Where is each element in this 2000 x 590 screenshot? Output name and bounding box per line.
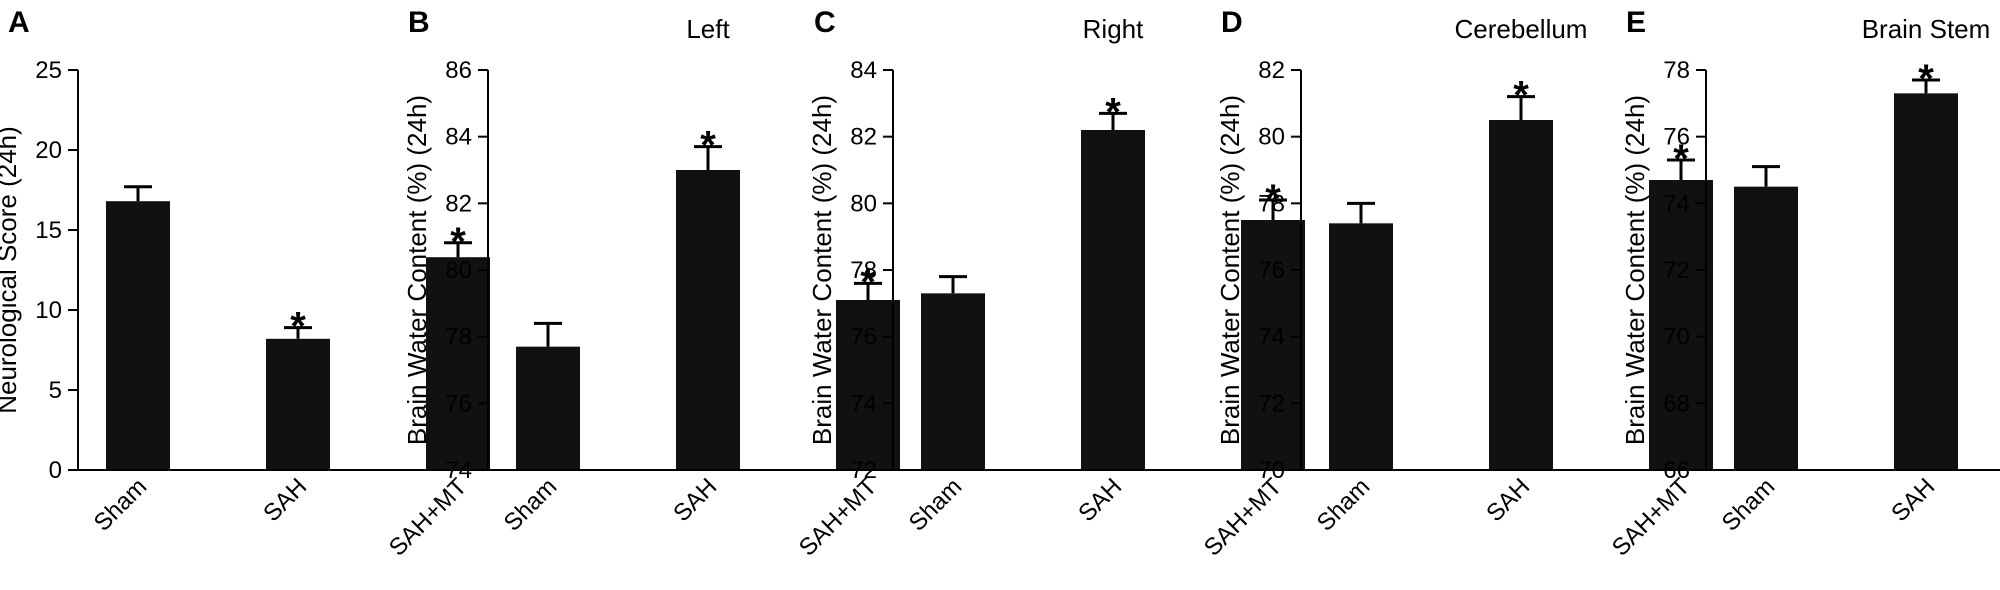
chart-title: Brain Stem bbox=[1862, 14, 1991, 44]
y-tick-label: 0 bbox=[49, 457, 62, 484]
significance-star: * bbox=[860, 260, 876, 304]
category-label: Sham bbox=[904, 473, 967, 536]
bar bbox=[1489, 120, 1553, 470]
y-tick-label: 80 bbox=[850, 190, 877, 217]
y-tick-label: 76 bbox=[850, 324, 877, 351]
y-tick-label: 66 bbox=[1663, 457, 1690, 484]
category-label: SAH bbox=[1886, 473, 1940, 527]
y-tick-label: 5 bbox=[49, 377, 62, 404]
significance-star: * bbox=[700, 124, 716, 168]
bar bbox=[1894, 93, 1958, 470]
y-tick-label: 84 bbox=[850, 57, 877, 84]
y-axis-label: Brain Water Content (%) (24h) bbox=[1620, 95, 1650, 445]
bar bbox=[1734, 186, 1798, 470]
y-tick-label: 76 bbox=[1258, 257, 1285, 284]
chart-panel-e: E Brain Stem 66 68 70 72 74 76 78 Brain Water Con… bbox=[1620, 6, 2000, 537]
category-label: SAH+MT bbox=[794, 473, 883, 562]
bar bbox=[1329, 223, 1393, 470]
significance-star: * bbox=[450, 220, 466, 264]
y-tick-label: 78 bbox=[1258, 190, 1285, 217]
y-tick-label: 25 bbox=[35, 57, 62, 84]
bar bbox=[266, 338, 330, 470]
y-tick-label: 78 bbox=[1663, 57, 1690, 84]
y-tick-label: 70 bbox=[1258, 457, 1285, 484]
significance-star: * bbox=[1105, 90, 1121, 134]
panel-letter: B bbox=[408, 6, 430, 39]
y-tick-label: 78 bbox=[445, 324, 472, 351]
y-tick-label: 80 bbox=[1258, 124, 1285, 151]
significance-star: * bbox=[1673, 137, 1689, 181]
category-label: SAH bbox=[1073, 473, 1127, 527]
significance-star: * bbox=[1918, 57, 1934, 101]
category-label: SAH+MT bbox=[1199, 473, 1288, 562]
category-label: SAH bbox=[258, 473, 312, 527]
significance-star: * bbox=[290, 305, 306, 349]
chart-panel-c: C Right 72 74 76 78 80 82 84 Brain Water Content … bbox=[807, 6, 1321, 562]
category-label: SAH bbox=[668, 473, 722, 527]
y-tick-label: 82 bbox=[850, 124, 877, 151]
y-tick-label: 68 bbox=[1663, 390, 1690, 417]
y-tick-label: 80 bbox=[445, 257, 472, 284]
chart-title: Right bbox=[1083, 14, 1144, 44]
y-tick-label: 84 bbox=[445, 124, 472, 151]
y-tick-label: 72 bbox=[850, 457, 877, 484]
category-label: Sham bbox=[499, 473, 562, 536]
y-tick-label: 74 bbox=[850, 390, 877, 417]
y-axis-label: Neurological Score (24h) bbox=[0, 126, 22, 414]
y-tick-label: 72 bbox=[1258, 390, 1285, 417]
y-tick-label: 82 bbox=[1258, 57, 1285, 84]
bar bbox=[426, 257, 490, 470]
y-tick-label: 86 bbox=[445, 57, 472, 84]
category-label: Sham bbox=[1717, 473, 1780, 536]
y-axis-label: Brain Water Content (%) (24h) bbox=[1215, 95, 1245, 445]
category-label: SAH bbox=[1481, 473, 1535, 527]
panel-letter: E bbox=[1626, 6, 1646, 39]
chart-title: Left bbox=[686, 14, 730, 44]
y-tick-label: 76 bbox=[445, 390, 472, 417]
y-tick-label: 74 bbox=[445, 457, 472, 484]
category-label: SAH+MT bbox=[1607, 473, 1696, 562]
bar bbox=[106, 201, 170, 470]
bar bbox=[921, 293, 985, 470]
category-label: Sham bbox=[89, 473, 152, 536]
chart-panel-b: B Left 74 76 78 80 82 84 86 Brain Water Content (… bbox=[402, 6, 916, 562]
category-label: SAH+MT bbox=[384, 473, 473, 562]
y-tick-label: 10 bbox=[35, 297, 62, 324]
panel-letter: A bbox=[8, 6, 30, 39]
bar bbox=[676, 170, 740, 470]
significance-star: * bbox=[1513, 74, 1529, 118]
y-axis-label: Brain Water Content (%) (24h) bbox=[807, 95, 837, 445]
y-tick-label: 72 bbox=[1663, 257, 1690, 284]
significance-star: * bbox=[1265, 177, 1281, 221]
y-tick-label: 15 bbox=[35, 217, 62, 244]
bar bbox=[516, 346, 580, 470]
y-tick-label: 82 bbox=[445, 190, 472, 217]
bar bbox=[836, 300, 900, 470]
panel-letter: C bbox=[814, 6, 836, 39]
y-tick-label: 78 bbox=[850, 257, 877, 284]
y-tick-label: 74 bbox=[1258, 324, 1285, 351]
bar bbox=[1081, 130, 1145, 470]
y-tick-label: 20 bbox=[35, 137, 62, 164]
y-axis-label: Brain Water Content (%) (24h) bbox=[402, 95, 432, 445]
bar bbox=[1241, 220, 1305, 470]
category-label: Sham bbox=[1312, 473, 1375, 536]
bar bbox=[1649, 180, 1713, 470]
y-tick-label: 70 bbox=[1663, 324, 1690, 351]
panel-letter: D bbox=[1221, 6, 1243, 39]
y-tick-label: 74 bbox=[1663, 190, 1690, 217]
chart-title: Cerebellum bbox=[1455, 14, 1588, 44]
y-tick-label: 76 bbox=[1663, 124, 1690, 151]
